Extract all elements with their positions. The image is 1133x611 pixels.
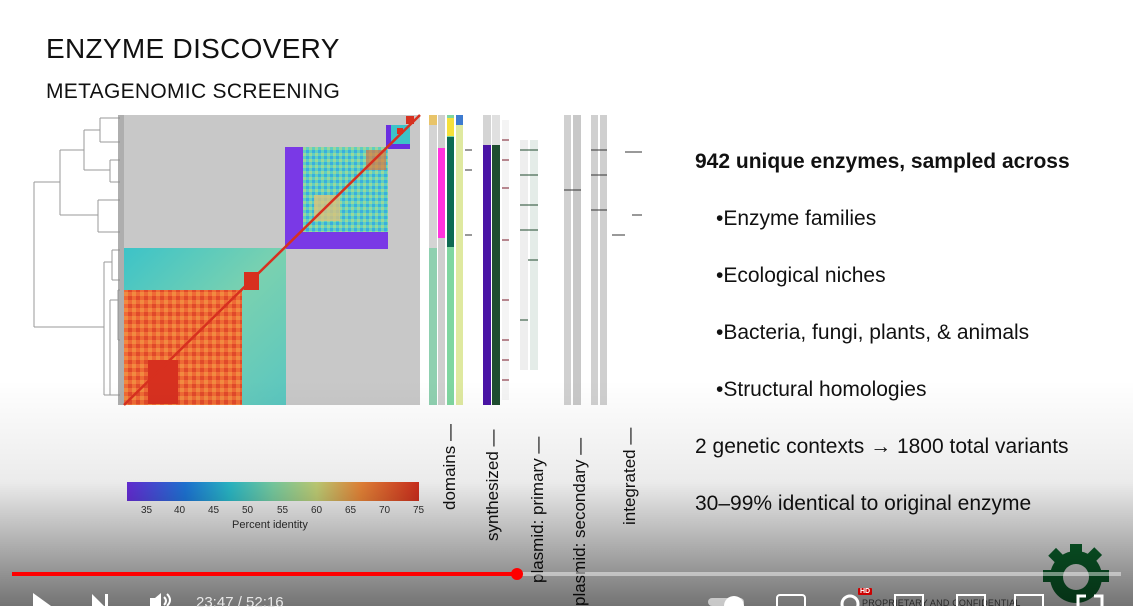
progress-bar[interactable]: [12, 568, 1121, 580]
track-label-plasmid-primary: plasmid: primary —: [528, 436, 547, 583]
colorbar-ticks: 35 40 45 50 55 60 65 70 75: [127, 505, 427, 519]
miniplayer-icon[interactable]: [894, 594, 924, 606]
bullet-item: •Bacteria, fungi, plants, & animals: [716, 321, 1030, 344]
colorbar-tick: 45: [208, 505, 220, 516]
autoplay-toggle[interactable]: [708, 595, 748, 606]
track-label-plasmid-secondary: plasmid: secondary —: [570, 437, 589, 606]
colorbar-tick: 65: [345, 505, 357, 516]
track-label-domains: domains —: [440, 424, 459, 510]
track-label-synthesized: synthesized —: [483, 429, 502, 542]
cast-icon[interactable]: [1014, 594, 1044, 606]
colorbar-tick: 40: [174, 505, 186, 516]
progress-played: [12, 572, 517, 576]
captions-icon[interactable]: [776, 594, 806, 606]
time-display: 23:47 / 52:16: [196, 594, 284, 611]
annotation-tracks: [429, 115, 642, 405]
settings-icon[interactable]: [838, 592, 862, 606]
next-icon[interactable]: [90, 594, 112, 606]
colorbar-tick: 35: [141, 505, 153, 516]
colorbar: [127, 482, 419, 501]
scrubber-handle[interactable]: [510, 568, 523, 580]
theater-icon[interactable]: [956, 594, 986, 606]
colorbar-tick: 70: [379, 505, 391, 516]
dendrogram: [33, 117, 120, 396]
play-icon[interactable]: [30, 593, 54, 606]
colorbar-label: Percent identity: [232, 519, 308, 531]
hd-badge: HD: [858, 588, 873, 595]
bullet-item: •Structural homologies: [716, 378, 927, 401]
volume-icon[interactable]: [148, 592, 174, 606]
slide-title: ENZYME DISCOVERY: [46, 33, 340, 64]
bullet-item: •Enzyme families: [716, 207, 877, 230]
colorbar-tick: 60: [311, 505, 323, 516]
colorbar-tick: 50: [242, 505, 254, 516]
track-label-integrated: integrated —: [620, 427, 639, 525]
colorbar-tick: 75: [413, 505, 425, 516]
slide-headline: 942 unique enzymes, sampled across: [695, 150, 1070, 173]
statement-variants: 2 genetic contexts → 1800 total variants: [695, 435, 1069, 458]
bullet-item: •Ecological niches: [716, 264, 886, 287]
statement-identity: 30–99% identical to original enzyme: [695, 492, 1032, 515]
colorbar-tick: 55: [277, 505, 289, 516]
player-controls: [0, 586, 1133, 606]
slide-subtitle: METAGENOMIC SCREENING: [46, 80, 341, 103]
fullscreen-icon[interactable]: [1076, 592, 1104, 606]
